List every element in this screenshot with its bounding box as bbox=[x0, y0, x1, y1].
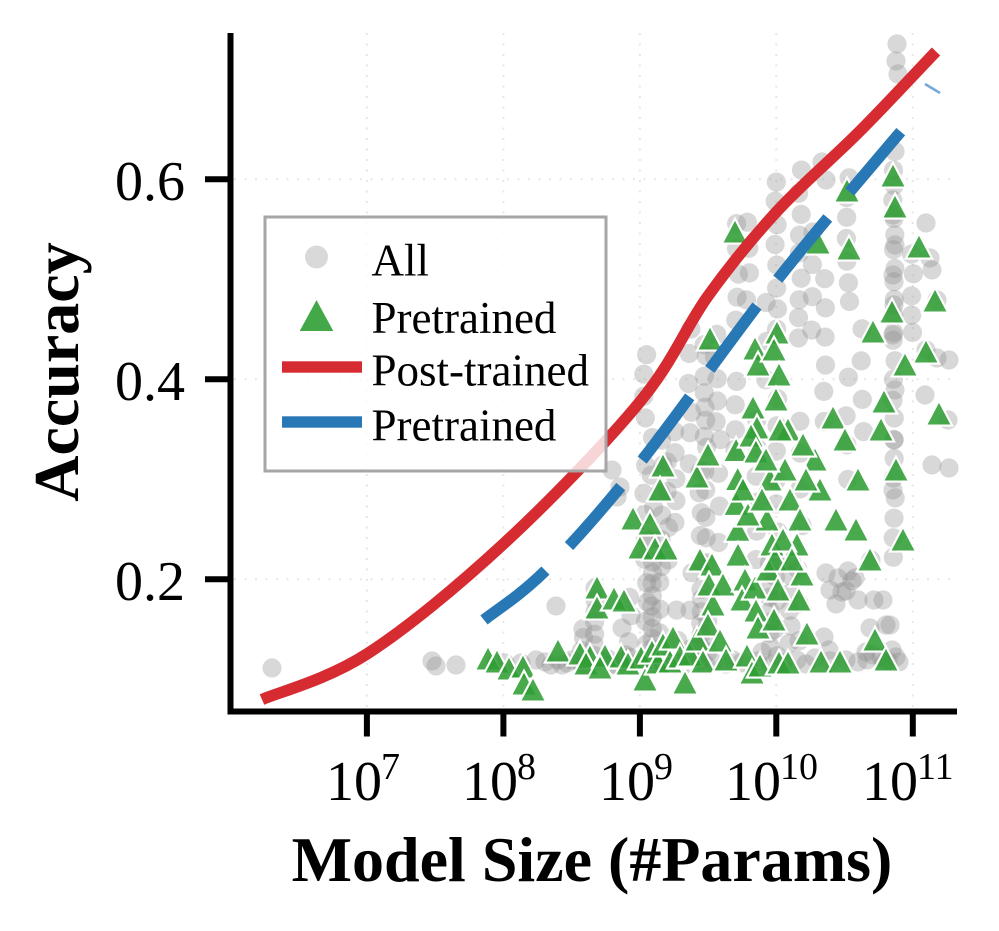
svg-text:11: 11 bbox=[917, 746, 954, 788]
svg-text:8: 8 bbox=[517, 746, 536, 788]
svg-text:Pretrained: Pretrained bbox=[372, 293, 557, 343]
svg-text:10: 10 bbox=[326, 751, 382, 813]
svg-text:Pretrained: Pretrained bbox=[372, 401, 557, 451]
svg-text:10: 10 bbox=[462, 751, 518, 813]
svg-text:0.2: 0.2 bbox=[115, 551, 185, 613]
svg-text:10: 10 bbox=[862, 751, 918, 813]
svg-text:0.4: 0.4 bbox=[115, 351, 185, 413]
svg-text:Accuracy: Accuracy bbox=[21, 242, 92, 501]
svg-text:All: All bbox=[372, 236, 430, 286]
svg-text:0.6: 0.6 bbox=[115, 151, 185, 213]
svg-text:9: 9 bbox=[654, 746, 673, 788]
svg-text:10: 10 bbox=[780, 746, 818, 788]
svg-text:10: 10 bbox=[599, 751, 655, 813]
svg-text:Model Size (#Params): Model Size (#Params) bbox=[292, 824, 893, 895]
svg-text:10: 10 bbox=[725, 751, 781, 813]
svg-text:7: 7 bbox=[381, 746, 400, 788]
svg-text:Post-trained: Post-trained bbox=[372, 346, 589, 396]
